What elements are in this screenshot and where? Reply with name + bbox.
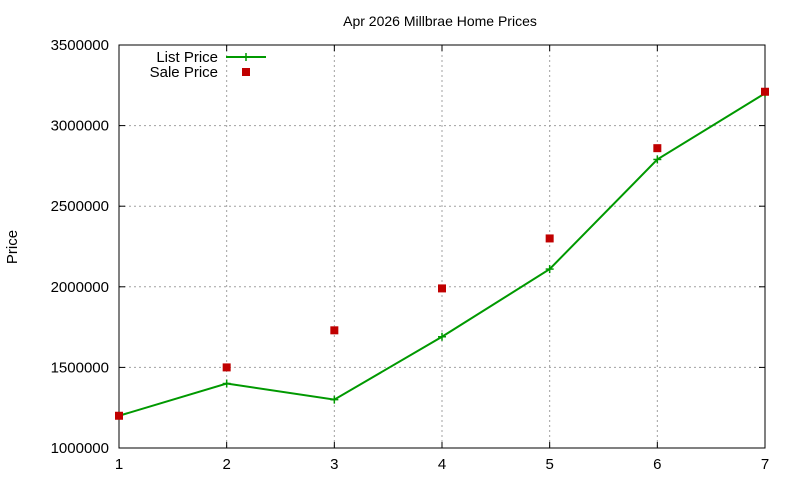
data-point [545,265,554,274]
data-point [330,326,339,335]
x-tick-label: 7 [761,456,769,473]
data-point [330,395,339,404]
x-tick-label: 5 [545,456,553,473]
y-axis-label: Price [4,230,21,264]
series-sale-price [115,87,769,420]
data-point [653,144,662,153]
data-point [222,379,231,388]
legend-swatch-marker [242,68,250,76]
axes: 1000000 1500000 2000000 2500000 3000000 35000… [51,37,770,473]
series-layer [115,87,769,420]
data-point [438,332,446,341]
y-tick-label: 2500000 [51,198,109,215]
data-point [222,363,231,372]
y-tick-label: 1000000 [51,440,109,457]
data-point [438,284,446,293]
x-tick-label: 1 [115,456,123,473]
data-point [761,87,769,96]
y-tick-label: 3500000 [51,37,109,54]
data-point [545,234,554,243]
data-point [115,411,123,420]
x-tick-label: 6 [653,456,661,473]
legend-swatch-marker [242,53,250,61]
x-tick-label: 4 [438,456,446,473]
x-tick-label: 2 [222,456,230,473]
data-point [653,155,662,164]
legend-label-list-price: List Price [156,49,218,66]
x-tick-label: 3 [330,456,338,473]
chart-title: Apr 2026 Millbrae Home Prices [343,13,537,29]
y-tick-label: 2000000 [51,279,109,296]
legend-label-sale-price: Sale Price [150,64,218,81]
y-tick-label: 1500000 [51,359,109,376]
y-tick-label: 3000000 [51,118,109,135]
